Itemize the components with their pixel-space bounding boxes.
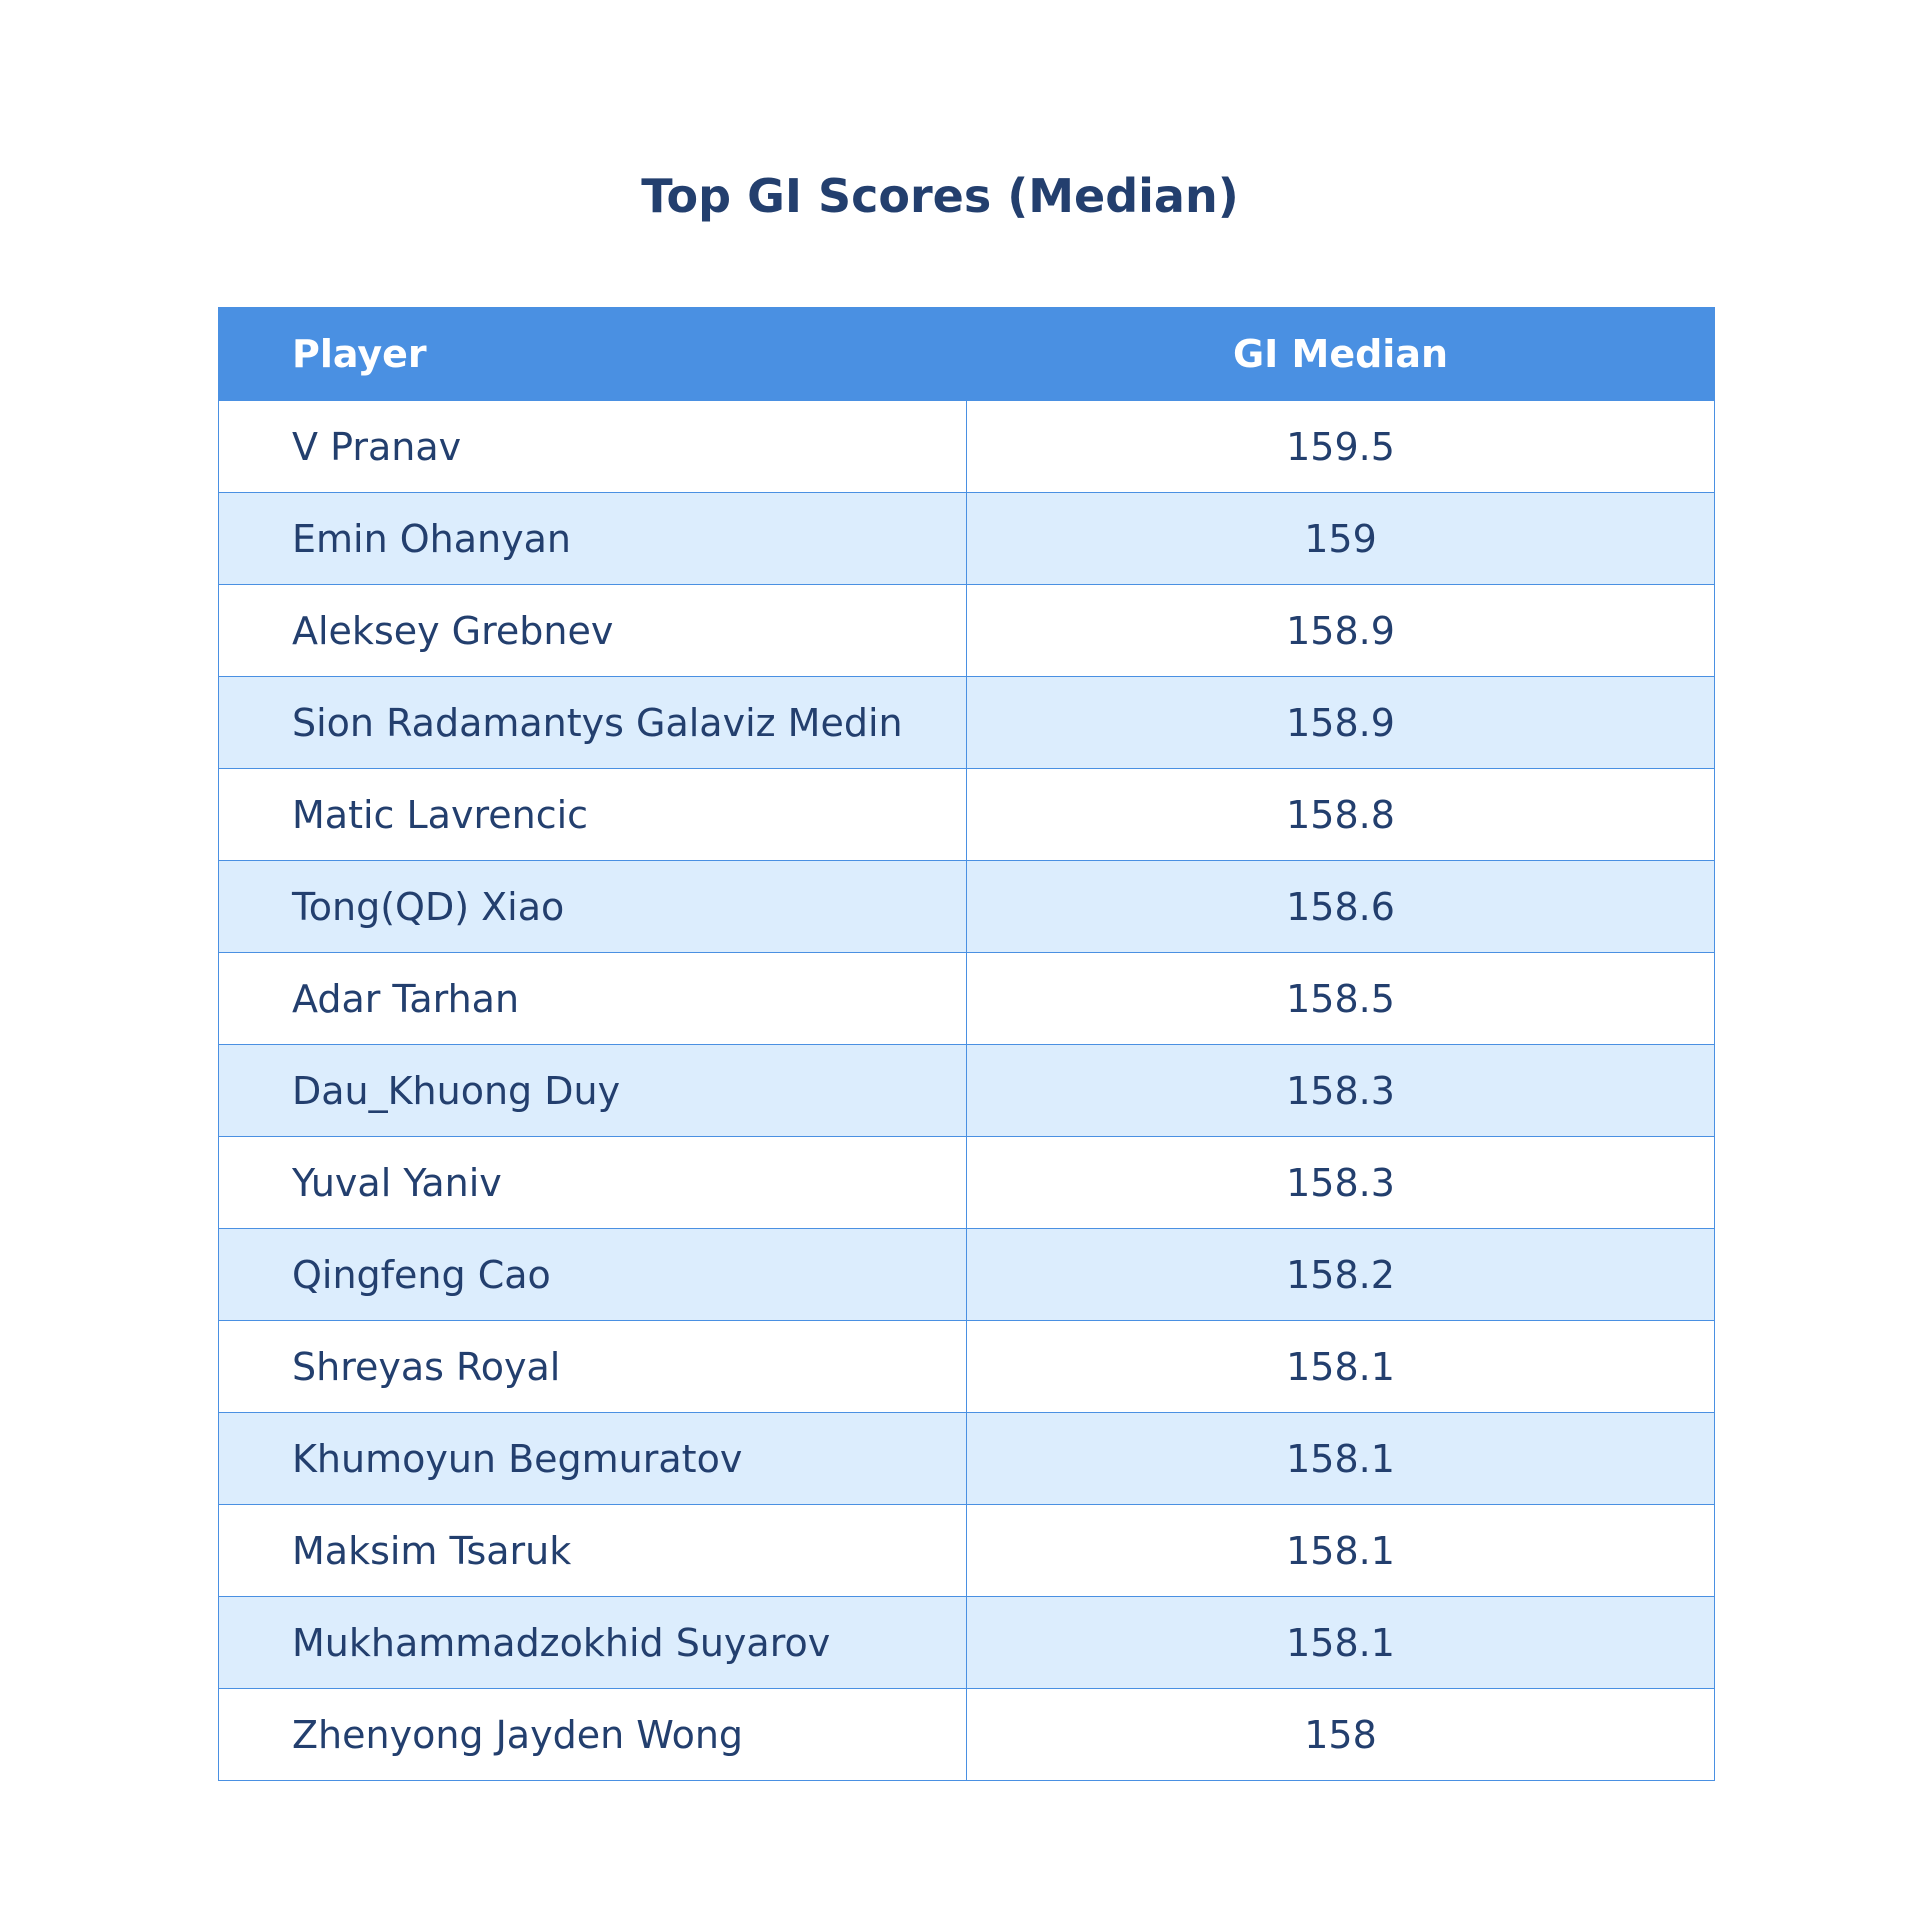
- table-row: Shreyas Royal 158.1: [218, 1320, 1715, 1413]
- player-cell: Sion Radamantys Galaviz Medin: [218, 676, 967, 769]
- player-cell: Mukhammadzokhid Suyarov: [218, 1596, 967, 1689]
- scores-table-container: Player GI Median V Pranav 159.5 Emin Ohany…: [218, 307, 1715, 1781]
- table-row: Emin Ohanyan 159: [218, 492, 1715, 585]
- table-row: Mukhammadzokhid Suyarov 158.1: [218, 1596, 1715, 1689]
- table-row: V Pranav 159.5: [218, 400, 1715, 493]
- gi-median-cell: 158.5: [966, 952, 1715, 1045]
- header-player: Player: [218, 307, 967, 401]
- table-row: Qingfeng Cao 158.2: [218, 1228, 1715, 1321]
- header-row: Player GI Median: [218, 307, 1715, 401]
- gi-median-cell: 158.9: [966, 584, 1715, 677]
- gi-median-cell: 158.3: [966, 1136, 1715, 1229]
- table-row: Zhenyong Jayden Wong 158: [218, 1688, 1715, 1781]
- table-row: Khumoyun Begmuratov 158.1: [218, 1412, 1715, 1505]
- gi-median-cell: 158.8: [966, 768, 1715, 861]
- gi-median-cell: 158.2: [966, 1228, 1715, 1321]
- scores-table: Player GI Median V Pranav 159.5 Emin Ohany…: [218, 307, 1715, 1781]
- table-title: Top GI Scores (Median): [641, 169, 1239, 223]
- gi-median-cell: 158.1: [966, 1596, 1715, 1689]
- table-row: Sion Radamantys Galaviz Medin 158.9: [218, 676, 1715, 769]
- player-cell: Yuval Yaniv: [218, 1136, 967, 1229]
- player-cell: Qingfeng Cao: [218, 1228, 967, 1321]
- player-cell: Matic Lavrencic: [218, 768, 967, 861]
- table-row: Yuval Yaniv 158.3: [218, 1136, 1715, 1229]
- table-body: V Pranav 159.5 Emin Ohanyan 159 Aleksey Greb…: [218, 400, 1715, 1781]
- table-row: Dau_Khuong Duy 158.3: [218, 1044, 1715, 1137]
- table-row: Aleksey Grebnev 158.9: [218, 584, 1715, 677]
- player-cell: Tong(QD) Xiao: [218, 860, 967, 953]
- gi-median-cell: 158.6: [966, 860, 1715, 953]
- gi-median-cell: 158.1: [966, 1504, 1715, 1597]
- header-gi-median: GI Median: [966, 307, 1715, 401]
- gi-median-cell: 159.5: [966, 400, 1715, 493]
- player-cell: Dau_Khuong Duy: [218, 1044, 967, 1137]
- gi-median-cell: 158.1: [966, 1320, 1715, 1413]
- table-row: Adar Tarhan 158.5: [218, 952, 1715, 1045]
- player-cell: Aleksey Grebnev: [218, 584, 967, 677]
- table-row: Matic Lavrencic 158.8: [218, 768, 1715, 861]
- player-cell: Emin Ohanyan: [218, 492, 967, 585]
- table-row: Maksim Tsaruk 158.1: [218, 1504, 1715, 1597]
- gi-median-cell: 158.1: [966, 1412, 1715, 1505]
- table-row: Tong(QD) Xiao 158.6: [218, 860, 1715, 953]
- player-cell: Adar Tarhan: [218, 952, 967, 1045]
- player-cell: Zhenyong Jayden Wong: [218, 1688, 967, 1781]
- gi-median-cell: 159: [966, 492, 1715, 585]
- player-cell: Khumoyun Begmuratov: [218, 1412, 967, 1505]
- player-cell: Shreyas Royal: [218, 1320, 967, 1413]
- gi-median-cell: 158: [966, 1688, 1715, 1781]
- gi-median-cell: 158.9: [966, 676, 1715, 769]
- player-cell: Maksim Tsaruk: [218, 1504, 967, 1597]
- gi-median-cell: 158.3: [966, 1044, 1715, 1137]
- table-header: Player GI Median: [218, 307, 1715, 401]
- player-cell: V Pranav: [218, 400, 967, 493]
